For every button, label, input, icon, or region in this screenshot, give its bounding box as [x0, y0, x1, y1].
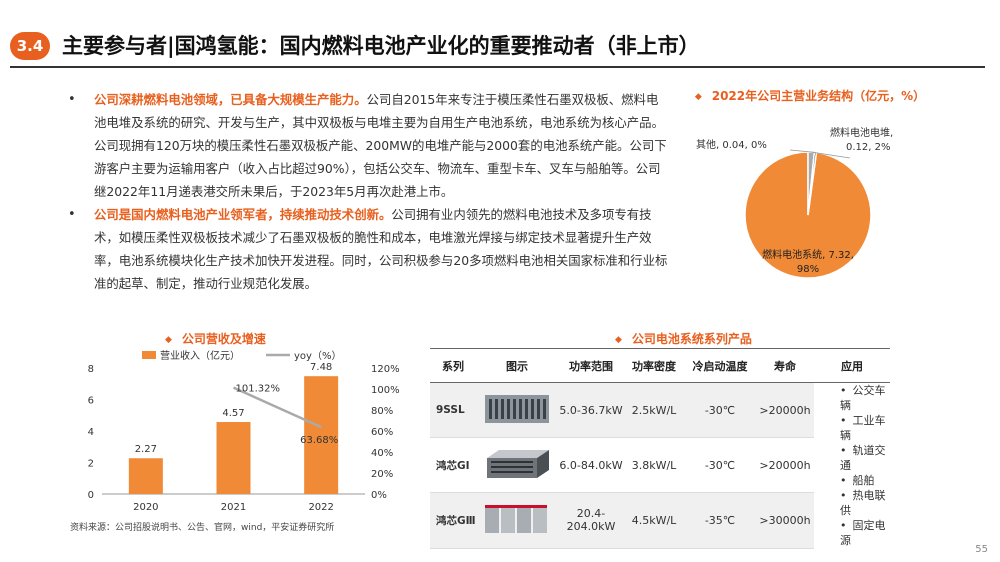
bullet-dot-icon: •: [68, 207, 76, 222]
application-item: 工业车辆: [840, 413, 890, 443]
y-tick-label: 2: [88, 459, 94, 470]
table-header-cell: 图示: [476, 348, 558, 383]
table-header-row: 系列 图示 功率范围 功率密度 冷启动温度 寿命 应用: [430, 348, 890, 383]
life-cell: >30000h: [756, 492, 814, 549]
pie-leader-line: [811, 151, 851, 159]
bullet-list: • 公司深耕燃料电池领域，已具备大规模生产能力。公司自2015年来专注于模压柔性…: [68, 88, 668, 295]
pie-label: 燃料电池系统, 7.32,: [762, 248, 854, 261]
pie-label: 0.12, 2%: [846, 142, 891, 153]
table-header-cell: 功率密度: [624, 348, 684, 383]
bullet-item: • 公司深耕燃料电池领域，已具备大规模生产能力。公司自2015年来专注于模压柔性…: [68, 88, 668, 203]
bullet-highlight: 公司深耕燃料电池领域，已具备大规模生产能力。: [94, 92, 367, 107]
y2-tick-label: 60%: [371, 427, 393, 438]
product-table-wrap: 系列 图示 功率范围 功率密度 冷启动温度 寿命 应用 9SSL: [430, 348, 890, 549]
cold-start-cell: -30℃: [684, 382, 756, 439]
table-header-cell: 系列: [430, 348, 476, 383]
product-image-cell: [476, 492, 558, 549]
bullet-text: 公司自2015年来专注于模压柔性石墨双极板、燃料电池电堆及系统的研究、开发与生产…: [94, 92, 667, 199]
y2-tick-label: 0%: [371, 490, 387, 501]
bullet-item: • 公司是国内燃料电池产业领军者，持续推动技术创新。公司拥有业内领先的燃料电池技…: [68, 203, 668, 295]
revenue-bar: [128, 458, 163, 494]
applications-cell: 公交车辆 工业车辆 轨道交通 船舶 热电联供 固定电源: [814, 383, 890, 549]
table-header-cell: 寿命: [756, 348, 814, 383]
yoy-data-label: 63.68%: [300, 435, 338, 446]
yoy-data-label: 101.32%: [236, 384, 281, 395]
bar-chart-title: ◆ 公司营收及增速: [165, 332, 266, 346]
life-cell: >20000h: [756, 437, 814, 494]
table-header-cell: 冷启动温度: [684, 348, 756, 383]
fuel-cell-system-image: [485, 394, 549, 423]
series-cell: 鸿芯GⅢ: [430, 492, 476, 549]
power-range-cell: 6.0-84.0kW: [558, 437, 624, 494]
product-image-cell: [476, 382, 558, 439]
bullet-dot-icon: •: [68, 92, 76, 107]
table-row: 鸿芯GⅢ 20.4-204.0kW 4.5kW/L -35℃ >30000h: [430, 492, 890, 549]
y2-tick-label: 100%: [371, 385, 400, 396]
pie-label: 其他, 0.04, 0%: [696, 138, 767, 151]
life-cell: >20000h: [756, 382, 814, 439]
page-number: 55: [975, 544, 988, 555]
power-range-cell: 5.0-36.7kW: [558, 382, 624, 439]
y-tick-label: 0: [88, 490, 94, 501]
bullet-highlight: 公司是国内燃料电池产业领军者，持续推动技术创新。: [94, 207, 392, 222]
legend-label: yoy（%）: [294, 350, 341, 362]
y-tick-label: 4: [88, 427, 94, 438]
revenue-bar: [304, 376, 339, 494]
series-cell: 鸿芯GⅠ: [430, 437, 476, 494]
bar-data-label: 7.48: [310, 362, 332, 373]
application-item: 公交车辆: [840, 383, 890, 413]
pie-label: 98%: [797, 264, 819, 275]
power-range-cell: 20.4-204.0kW: [558, 492, 624, 549]
diamond-icon: ◆: [615, 335, 622, 345]
y2-tick-label: 80%: [371, 406, 393, 417]
table-title: ◆ 公司电池系统系列产品: [615, 332, 752, 346]
diamond-icon: ◆: [165, 335, 172, 345]
x-tick-label: 2020: [133, 502, 158, 513]
fuel-cell-stack-image: [487, 449, 549, 478]
density-cell: 4.5kW/L: [624, 492, 684, 549]
diamond-icon: ◆: [694, 92, 702, 102]
bullet-text: 公司拥有业内领先的燃料电池技术及多项专有技术，如模压柔性双极板技术减少了石墨双极…: [94, 207, 668, 291]
y2-tick-label: 40%: [371, 448, 393, 459]
table-row: 鸿芯GⅠ 6.0-84.0kW 3.8kW/L -30℃ >20000h: [430, 437, 890, 494]
bar-data-label: 2.27: [135, 444, 157, 455]
pie-leader-line: [789, 149, 816, 153]
product-table: 系列 图示 功率范围 功率密度 冷启动温度 寿命 应用 9SSL: [430, 348, 890, 549]
section-badge: 3.4: [10, 32, 50, 60]
product-image-cell: [476, 437, 558, 494]
legend-label: 营业收入（亿元）: [160, 349, 240, 362]
application-item: 固定电源: [840, 518, 890, 548]
yoy-line: [232, 386, 322, 429]
x-tick-label: 2021: [221, 502, 246, 513]
y-tick-label: 6: [88, 396, 94, 407]
table-header-cell: 应用: [814, 348, 890, 383]
source-note: 资料来源：公司招股说明书、公告、官网，wind，平安证券研究所: [70, 523, 335, 533]
legend-swatch-bar: [142, 351, 156, 359]
page-title: 主要参与者|国鸿氢能：国内燃料电池产业化的重要推动者（非上市）: [62, 34, 700, 58]
y2-tick-label: 120%: [371, 364, 400, 375]
revenue-bar-chart: 024680%20%40%60%80%100%120%2.2720204.572…: [88, 349, 400, 513]
table-row: 9SSL 5.0-36.7kW 2.5kW/L -30℃ >20000h: [430, 382, 890, 547]
fuel-cell-module-image: [485, 504, 547, 533]
y-tick-label: 8: [88, 364, 94, 375]
pie-label: 燃料电池电堆,: [830, 126, 893, 139]
applications-list: 公交车辆 工业车辆 轨道交通 船舶 热电联供 固定电源: [840, 383, 890, 548]
y2-tick-label: 20%: [371, 469, 393, 480]
series-cell: 9SSL: [430, 382, 476, 439]
cold-start-cell: -30℃: [684, 437, 756, 494]
pie-chart: 燃料电池电堆, 0.12, 2% 其他, 0.04, 0% 燃料电池系统, 7.32,…: [696, 126, 893, 279]
application-item: 船舶: [840, 473, 890, 488]
application-item: 热电联供: [840, 488, 890, 518]
x-tick-label: 2022: [308, 502, 333, 513]
density-cell: 2.5kW/L: [624, 382, 684, 439]
application-item: 轨道交通: [840, 443, 890, 473]
density-cell: 3.8kW/L: [624, 437, 684, 494]
pie-chart-title: ◆ 2022年公司主营业务结构（亿元，%）: [694, 89, 926, 103]
bar-data-label: 4.57: [222, 408, 244, 419]
cold-start-cell: -35℃: [684, 492, 756, 549]
title-divider: [10, 66, 985, 68]
revenue-bar: [216, 422, 251, 494]
table-header-cell: 功率范围: [558, 348, 624, 383]
